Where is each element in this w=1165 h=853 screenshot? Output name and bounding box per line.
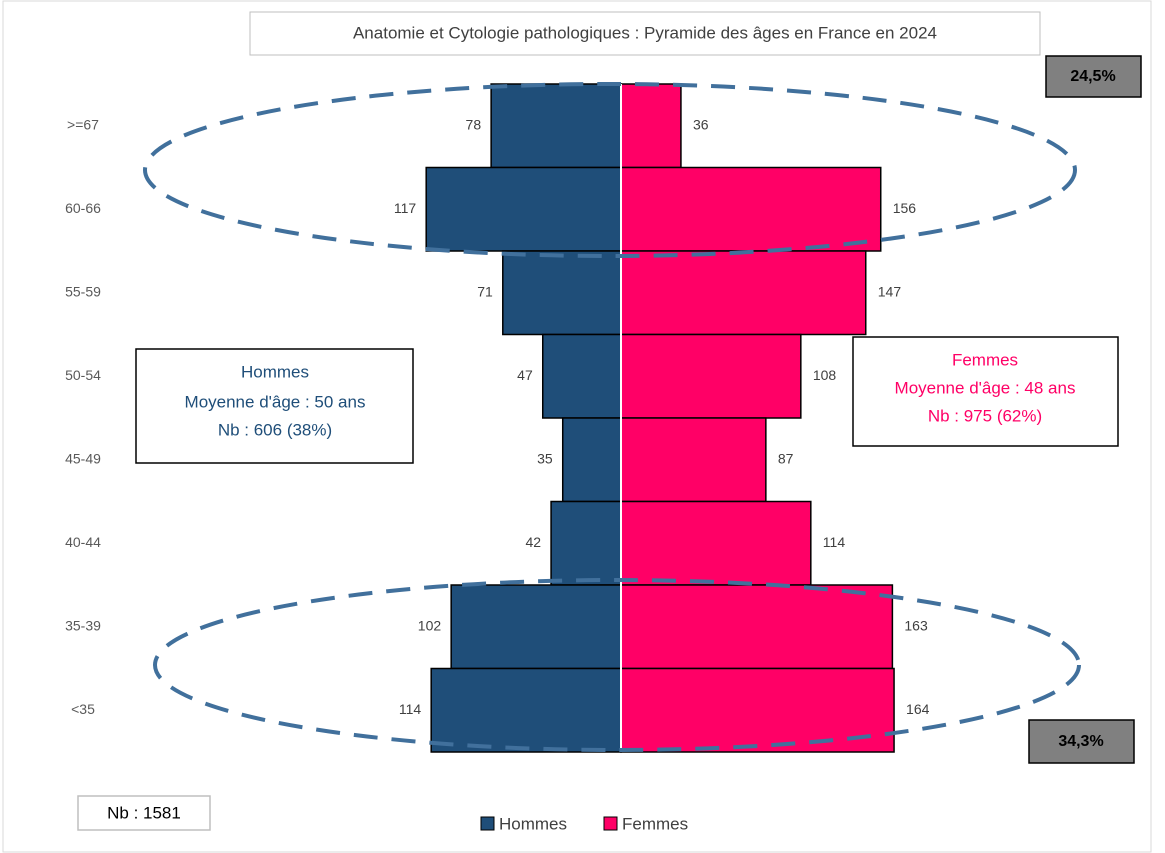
- value-label: 163: [904, 617, 928, 633]
- y-tick-label: 60-66: [65, 200, 101, 216]
- y-tick-label: 35-39: [65, 617, 101, 633]
- hommes-box: [135, 348, 414, 464]
- chart-title: Anatomie et Cytologie pathologiques : Py…: [353, 23, 937, 42]
- value-label: 108: [813, 367, 837, 383]
- bar: [430, 667, 622, 753]
- value-label: 117: [394, 200, 417, 216]
- bar: [490, 83, 622, 169]
- bottom-ellipse: [153, 578, 1081, 752]
- femmes-box-line: Femmes: [952, 350, 1018, 369]
- value-label: 102: [418, 617, 442, 633]
- hommes-box-line: Nb : 606 (38%): [218, 420, 332, 439]
- value-label: 114: [399, 701, 422, 717]
- y-tick-label: >=67: [67, 116, 99, 132]
- value-label: 114: [823, 534, 846, 550]
- value-label: 47: [517, 367, 533, 383]
- bar: [620, 333, 802, 419]
- top-share-box: [1045, 55, 1142, 98]
- legend-label: Hommes: [499, 814, 567, 833]
- value-label: 164: [906, 701, 930, 717]
- bar: [620, 166, 882, 252]
- bar: [620, 83, 682, 169]
- title-box: [249, 11, 1041, 56]
- bar: [561, 417, 622, 503]
- femmes-box: [852, 336, 1119, 447]
- bar: [425, 166, 622, 252]
- legend-label: Femmes: [622, 814, 688, 833]
- hommes-box-line: Hommes: [241, 362, 309, 381]
- value-label: 156: [893, 200, 917, 216]
- hommes-box-line: Moyenne d'âge : 50 ans: [185, 392, 366, 411]
- bars: [425, 83, 895, 753]
- total-box: [77, 795, 211, 831]
- y-tick-label: 55-59: [65, 283, 101, 299]
- value-label: 71: [477, 283, 493, 299]
- y-tick-label: <35: [71, 701, 95, 717]
- bar: [541, 333, 622, 419]
- value-label: 36: [693, 116, 709, 132]
- value-label: 147: [878, 283, 902, 299]
- bar: [620, 500, 812, 586]
- femmes-box-line: Moyenne d'âge : 48 ans: [895, 378, 1076, 397]
- bar: [620, 584, 894, 670]
- value-label: 87: [778, 450, 794, 466]
- y-tick-label: 45-49: [65, 450, 101, 466]
- bar: [450, 584, 622, 670]
- bar: [620, 250, 867, 336]
- legend-swatch: [603, 816, 618, 831]
- value-label: 35: [537, 450, 553, 466]
- total: Nb : 1581: [107, 803, 181, 822]
- bar: [502, 250, 622, 336]
- bottom-share-box: [1028, 719, 1135, 764]
- y-tick-label: 50-54: [65, 367, 101, 383]
- value-label: 42: [525, 534, 541, 550]
- top-share: 24,5%: [1070, 68, 1115, 85]
- value-label: 78: [466, 116, 482, 132]
- top-ellipse: [143, 82, 1077, 258]
- bar: [620, 417, 767, 503]
- bar: [550, 500, 622, 586]
- femmes-box-line: Nb : 975 (62%): [928, 406, 1042, 425]
- legend-swatch: [480, 816, 495, 831]
- y-tick-label: 40-44: [65, 534, 101, 550]
- bottom-share: 34,3%: [1058, 733, 1103, 750]
